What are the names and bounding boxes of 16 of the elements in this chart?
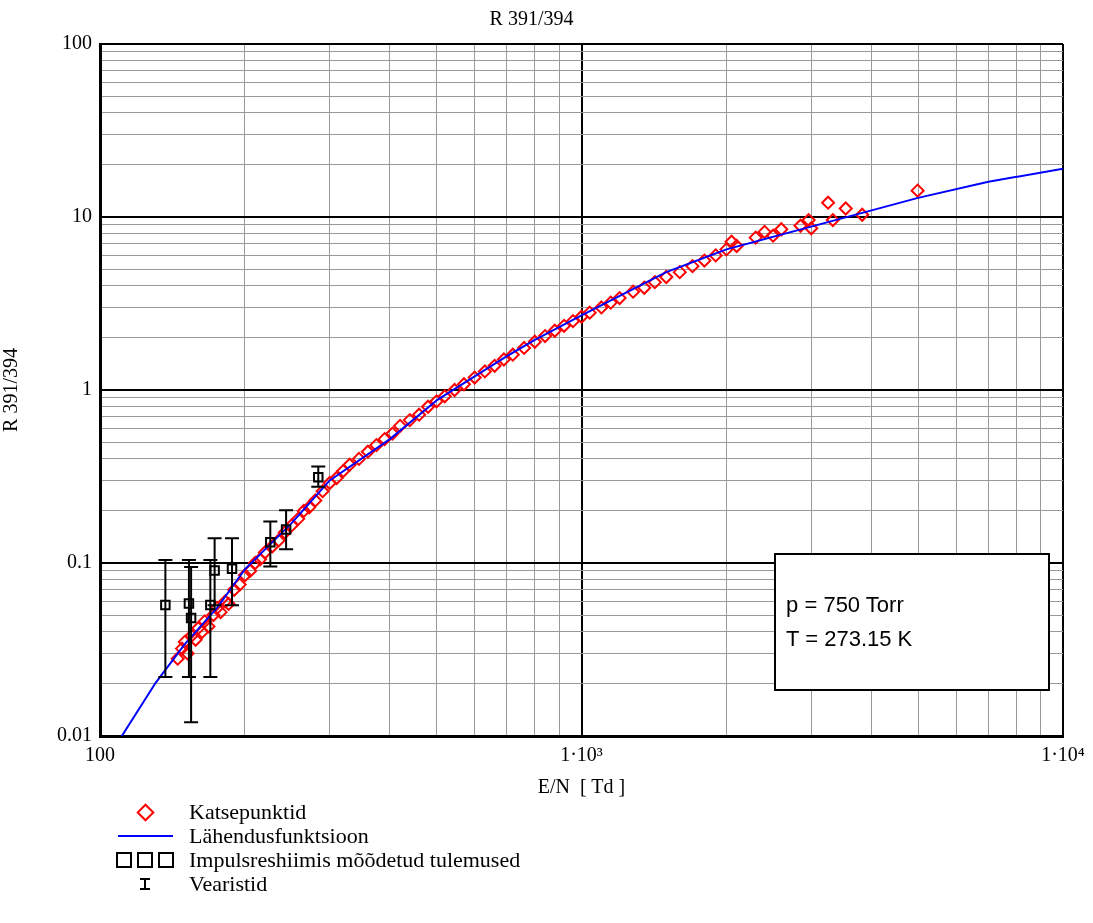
annotation: T = 273.15 K <box>786 624 914 653</box>
x-axis-title: E/N [ Td ] <box>537 775 626 798</box>
legend-label: Lähendusfunktsioon <box>189 823 369 849</box>
y-tick-label: 1 <box>82 377 92 400</box>
x-tick-label: 1·10³ <box>560 743 603 766</box>
x-tick-label: 1·10⁴ <box>1041 743 1085 766</box>
text: Vearistid <box>189 871 268 897</box>
y-tick-label: 0.01 <box>57 723 92 746</box>
legend-label: Impulsreshiimis mõõdetud tulemused <box>189 847 521 873</box>
chart-title: R 391/394 <box>489 7 574 30</box>
annotation: p = 750 Torr <box>786 590 905 619</box>
y-tick-label: 100 <box>62 31 92 54</box>
y-axis-title: R 391/394 <box>0 348 22 432</box>
y-tick-label: 0.1 <box>67 550 92 573</box>
y-tick-label: 10 <box>72 204 92 227</box>
legend-label: Katsepunktid <box>189 799 307 825</box>
